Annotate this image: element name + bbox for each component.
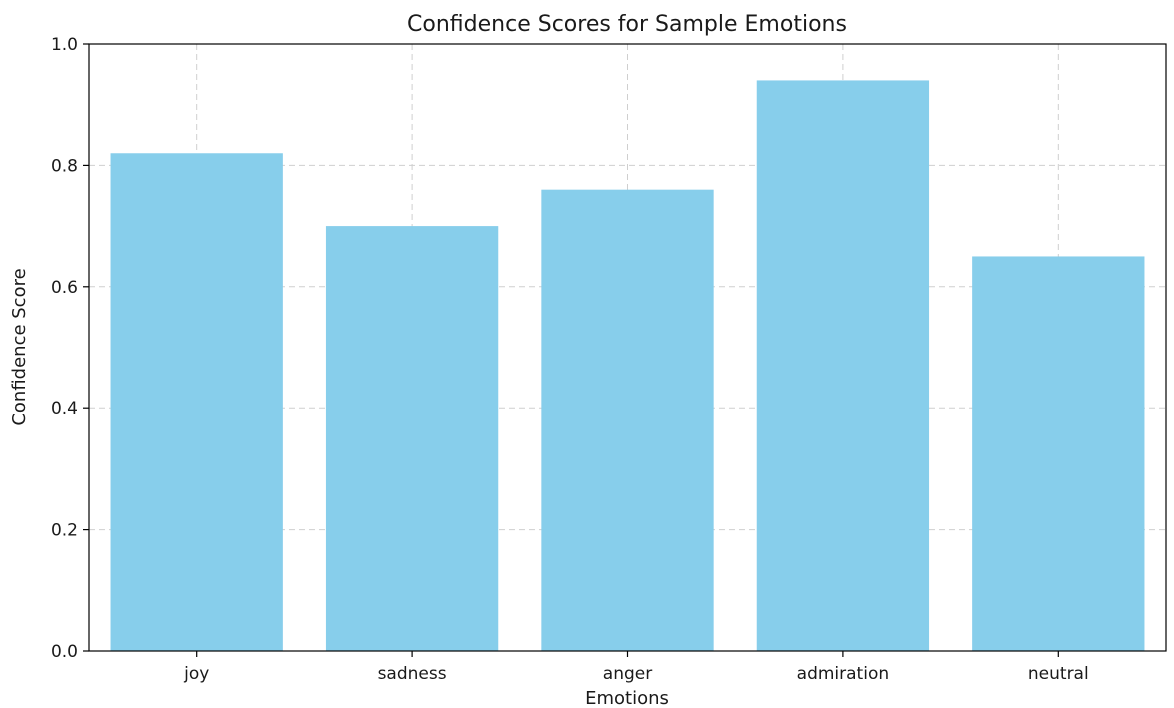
bar-joy [110, 153, 283, 651]
x-axis-label: Emotions [585, 688, 669, 708]
bars-layer [110, 80, 1145, 652]
x-tick-label: sadness [378, 664, 447, 684]
y-tick-label: 0.2 [51, 521, 78, 541]
y-tick-label: 0.6 [51, 278, 78, 298]
y-axis-label: Confidence Score [9, 268, 30, 425]
y-tick-label: 0.8 [51, 156, 78, 176]
bar-neutral [972, 256, 1145, 651]
bar-sadness [325, 226, 499, 651]
bar-anger [541, 189, 714, 651]
x-tick-label: anger [603, 664, 652, 684]
chart-title: Confidence Scores for Sample Emotions [407, 12, 847, 37]
y-tick-label: 1.0 [51, 35, 78, 55]
x-tick-label: joy [183, 664, 209, 684]
x-tick-label: admiration [797, 664, 889, 684]
y-tick-label: 0.0 [51, 642, 78, 662]
y-ticks: 0.0 0.2 0.4 0.6 0.8 1.0 [51, 35, 89, 662]
bar-admiration [756, 80, 930, 652]
x-tick-label: neutral [1028, 664, 1089, 684]
x-ticks: joy sadness anger admiration neutral [183, 651, 1089, 684]
y-tick-label: 0.4 [51, 399, 78, 419]
